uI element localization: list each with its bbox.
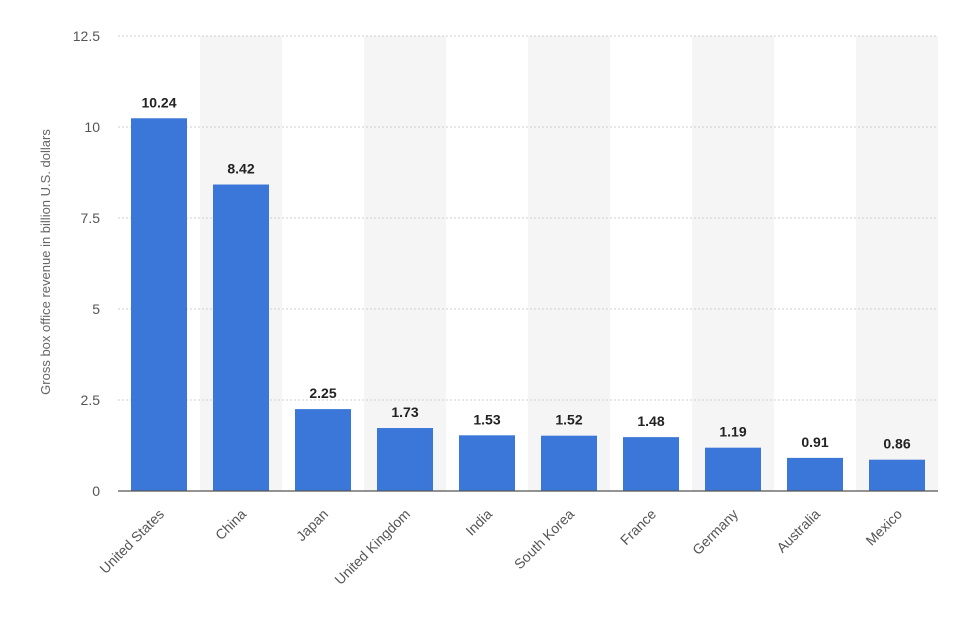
x-tick-label: Germany	[689, 506, 741, 558]
value-label: 2.25	[309, 385, 336, 401]
bar[interactable]	[869, 459, 925, 491]
x-axis-ticks: United States China Japan United Kingdom Ind…	[96, 506, 905, 588]
x-tick-label: Japan	[293, 506, 331, 544]
value-label: 1.52	[555, 412, 582, 428]
bar[interactable]	[131, 118, 187, 491]
value-label: 1.48	[637, 413, 664, 429]
x-tick-label: France	[617, 506, 659, 548]
x-tick-label: Australia	[773, 506, 823, 556]
bar[interactable]	[459, 435, 515, 491]
bar[interactable]	[623, 437, 679, 491]
value-label: 1.19	[719, 424, 746, 440]
x-tick-label: South Korea	[511, 506, 578, 573]
y-tick-label: 0	[92, 483, 100, 499]
background-band	[528, 36, 610, 491]
background-band	[856, 36, 938, 491]
x-tick-label: India	[462, 506, 495, 539]
value-label: 8.42	[227, 161, 254, 177]
y-tick-label: 12.5	[73, 28, 100, 44]
bar[interactable]	[541, 435, 597, 491]
value-label: 0.86	[883, 436, 910, 452]
bar[interactable]	[213, 184, 269, 491]
value-label: 10.24	[141, 94, 176, 110]
y-tick-label: 10	[84, 119, 100, 135]
y-tick-label: 7.5	[81, 210, 101, 226]
bar[interactable]	[705, 447, 761, 491]
bar[interactable]	[295, 409, 351, 491]
y-tick-label: 5	[92, 301, 100, 317]
bars	[131, 118, 925, 491]
bar[interactable]	[787, 457, 843, 491]
background-band	[692, 36, 774, 491]
bar[interactable]	[377, 428, 433, 491]
value-label: 1.53	[473, 411, 500, 427]
background-band	[364, 36, 446, 491]
x-tick-label: China	[212, 506, 249, 543]
x-tick-label: United States	[96, 506, 167, 577]
alternating-bands	[200, 36, 938, 491]
y-axis-ticks: 0 2.5 5 7.5 10 12.5	[73, 28, 100, 499]
value-label: 0.91	[801, 434, 828, 450]
y-tick-label: 2.5	[81, 392, 101, 408]
value-label: 1.73	[391, 404, 418, 420]
value-labels: 10.24 8.42 2.25 1.73 1.53 1.52 1.48 1.19 0.91 0.8…	[141, 94, 910, 451]
y-axis-label: Gross box office revenue in billion U.S.…	[38, 129, 53, 395]
x-tick-label: Mexico	[862, 506, 905, 549]
x-tick-label: United Kingdom	[331, 506, 413, 588]
